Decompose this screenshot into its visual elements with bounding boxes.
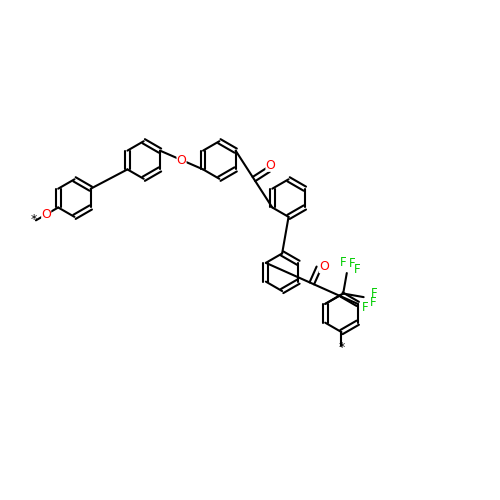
Text: O: O: [176, 154, 186, 166]
Text: F: F: [362, 302, 369, 314]
Text: O: O: [42, 208, 51, 221]
Text: F: F: [370, 296, 376, 309]
Text: F: F: [340, 256, 346, 270]
Text: O: O: [319, 260, 328, 273]
Text: *: *: [31, 213, 37, 226]
Text: F: F: [354, 263, 360, 276]
Text: O: O: [266, 158, 276, 172]
Text: *: *: [338, 342, 344, 354]
Text: F: F: [349, 257, 356, 270]
Text: F: F: [370, 287, 377, 300]
